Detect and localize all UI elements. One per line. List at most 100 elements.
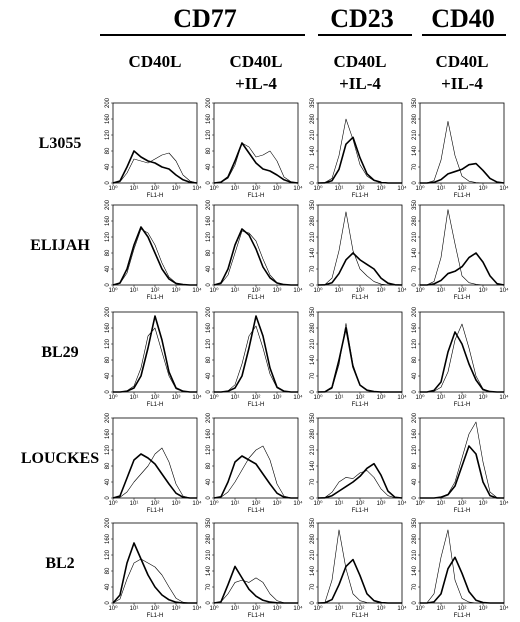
x-tick-label: 10³	[479, 288, 488, 294]
x-tick-label: 10¹	[335, 395, 344, 401]
x-tick-label: 10⁰	[108, 394, 118, 401]
x-tick-label: 10²	[356, 606, 365, 612]
x-tick-label: 10¹	[335, 501, 344, 507]
y-tick-label: 0	[412, 601, 418, 605]
y-tick-label: 0	[105, 390, 111, 394]
y-tick-label: 120	[206, 129, 212, 140]
y-tick-label: 40	[105, 265, 111, 272]
x-tick-label: 10³	[273, 606, 282, 612]
histogram-curve	[112, 447, 197, 499]
x-tick-label: 10¹	[231, 395, 240, 401]
x-axis-label: FL1-H	[454, 508, 471, 514]
condition-label: CD40L	[129, 52, 182, 71]
histogram-curve	[213, 142, 299, 184]
x-tick-label: 10⁴	[192, 605, 202, 612]
x-tick-label: 10³	[273, 186, 282, 192]
y-tick-label: 40	[105, 372, 111, 379]
y-tick-label: 160	[105, 322, 111, 333]
y-tick-label: 70	[310, 265, 316, 272]
x-tick-label: 10⁴	[397, 185, 407, 192]
x-tick-label: 10³	[273, 501, 282, 507]
x-tick-label: 10¹	[130, 395, 139, 401]
condition-label: CD40L	[334, 52, 387, 71]
histogram-curve	[112, 152, 198, 184]
y-tick-label: 80	[206, 356, 212, 363]
histogram-curve	[213, 445, 298, 499]
y-tick-label: 120	[105, 231, 111, 242]
histogram-curve	[213, 577, 298, 604]
histogram-curve	[317, 558, 402, 604]
y-tick-label: 80	[206, 249, 212, 256]
y-tick-label: 0	[412, 283, 418, 287]
y-tick-label: 120	[105, 549, 111, 560]
y-tick-label: 0	[105, 496, 111, 500]
y-tick-label: 40	[206, 163, 212, 170]
x-tick-label: 10⁴	[192, 185, 202, 192]
y-tick-label: 120	[206, 444, 212, 455]
y-tick-label: 70	[206, 583, 212, 590]
y-tick-label: 120	[105, 129, 111, 140]
y-tick-label: 0	[206, 181, 212, 185]
histogram-curve	[113, 327, 197, 393]
y-tick-label: 160	[105, 215, 111, 226]
group-header: CD77	[173, 4, 237, 33]
y-tick-label: 210	[412, 231, 418, 242]
x-tick-label: 10²	[458, 395, 467, 401]
y-tick-label: 280	[412, 113, 418, 124]
x-tick-label: 10²	[151, 501, 160, 507]
plot-frame	[317, 417, 403, 499]
x-tick-label: 10¹	[130, 186, 139, 192]
x-tick-label: 10³	[273, 288, 282, 294]
x-tick-label: 10⁰	[313, 394, 323, 401]
histogram-curve	[317, 323, 402, 393]
y-tick-label: 70	[310, 478, 316, 485]
x-tick-label: 10⁰	[209, 185, 219, 192]
y-tick-label: 280	[412, 533, 418, 544]
x-tick-label: 10¹	[437, 501, 446, 507]
y-tick-label: 350	[412, 517, 418, 528]
y-tick-label: 0	[412, 181, 418, 185]
y-tick-label: 350	[206, 517, 212, 528]
y-tick-label: 210	[206, 549, 212, 560]
histogram-curve	[317, 327, 402, 393]
y-tick-label: 40	[412, 478, 418, 485]
row-label: LOUCKES	[21, 450, 99, 467]
histogram-curve	[420, 252, 505, 286]
y-tick-label: 280	[310, 322, 316, 333]
x-tick-label: 10⁰	[108, 185, 118, 192]
x-tick-label: 10³	[377, 501, 386, 507]
group-header: CD23	[330, 4, 394, 33]
x-tick-label: 10⁴	[293, 605, 303, 612]
y-tick-label: 0	[206, 283, 212, 287]
histogram-curve	[113, 315, 197, 393]
x-tick-label: 10³	[172, 501, 181, 507]
histogram-curve	[420, 445, 504, 499]
histogram-curve	[214, 315, 298, 393]
y-tick-label: 160	[206, 113, 212, 124]
y-tick-label: 350	[310, 199, 316, 210]
y-tick-label: 40	[412, 372, 418, 379]
histogram-curve	[317, 529, 402, 604]
y-tick-label: 0	[310, 496, 316, 500]
y-tick-label: 0	[206, 390, 212, 394]
y-tick-label: 160	[105, 428, 111, 439]
y-tick-label: 80	[206, 462, 212, 469]
y-tick-label: 210	[310, 549, 316, 560]
y-tick-label: 80	[105, 249, 111, 256]
y-tick-label: 280	[412, 215, 418, 226]
condition-label: +IL-4	[441, 74, 483, 93]
x-tick-label: 10³	[172, 186, 181, 192]
y-tick-label: 70	[412, 265, 418, 272]
histogram-curve	[213, 230, 298, 286]
x-tick-label: 10⁰	[415, 394, 425, 401]
x-tick-label: 10⁰	[415, 287, 425, 294]
y-tick-label: 80	[412, 356, 418, 363]
y-tick-label: 280	[310, 533, 316, 544]
x-tick-label: 10⁴	[397, 287, 407, 294]
x-tick-label: 10⁴	[499, 394, 509, 401]
y-tick-label: 40	[105, 583, 111, 590]
y-tick-label: 200	[105, 412, 111, 423]
y-tick-label: 120	[206, 338, 212, 349]
x-axis-label: FL1-H	[248, 613, 265, 619]
